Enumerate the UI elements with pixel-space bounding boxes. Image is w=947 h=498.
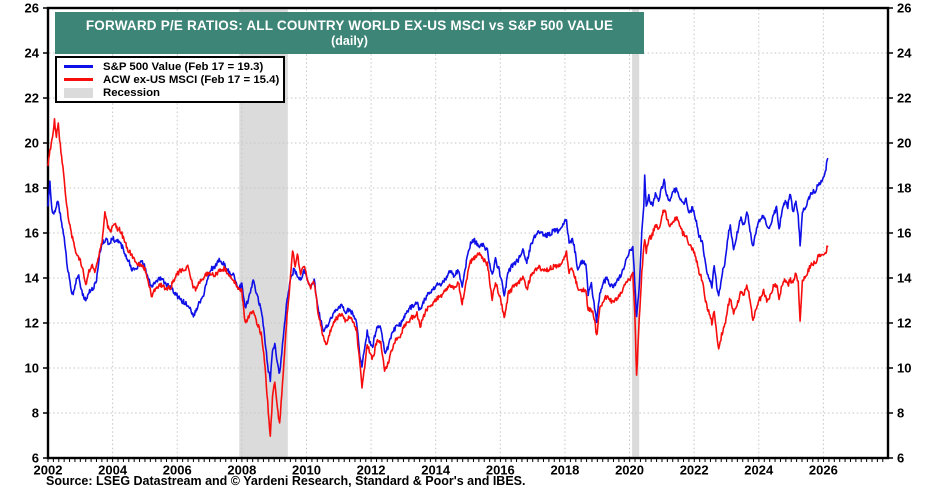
acw-line-swatch-icon [64,78,93,81]
y-axis-label-right: 6 [897,451,904,466]
plot-frame [46,6,890,460]
y-axis-label-left: 6 [32,451,39,466]
acw-ex-us-msci-line [47,118,829,437]
x-axis-label: 2022 [680,463,709,478]
chart-title-bar: FORWARD P/E RATIOS: ALL COUNTRY WORLD EX… [55,12,644,54]
chart-title: FORWARD P/E RATIOS: ALL COUNTRY WORLD EX… [85,18,614,33]
y-axis-label-left: 22 [25,91,39,106]
x-axis-label: 2010 [292,463,321,478]
x-axis-label: 2006 [163,463,192,478]
x-axis-label: 2018 [550,463,579,478]
chart-subtitle: (daily) [331,34,368,48]
x-axis-label: 2008 [227,463,256,478]
y-axis-label-right: 10 [897,361,911,376]
y-axis-label-left: 20 [25,136,39,151]
recession-swatch-icon [64,87,93,98]
x-axis-label: 2016 [486,463,515,478]
legend-label-recession: Recession [103,86,160,99]
x-axis-label: 2026 [809,463,838,478]
y-axis-label-right: 24 [897,46,912,61]
legend-item-recession: Recession [64,86,283,99]
y-axis-label-left: 14 [25,271,40,286]
y-axis-label-right: 12 [897,316,911,331]
y-axis-label-left: 10 [25,361,39,376]
y-axis-label-right: 8 [897,406,904,421]
x-axis-label: 2004 [98,463,128,478]
legend-item-acw-ex-us: ACW ex-US MSCI (Feb 17 = 15.4) [64,73,283,86]
s-p-500-value-line [47,157,829,383]
y-axis-label-left: 24 [25,46,40,61]
y-axis-label-right: 18 [897,181,911,196]
y-axis-label-left: 16 [25,226,39,241]
y-axis-label-right: 22 [897,91,911,106]
legend-label-sp500: S&P 500 Value (Feb 17 = 19.3) [103,60,264,73]
sp500-line-swatch-icon [64,65,93,68]
y-axis-label-left: 8 [32,406,39,421]
x-axis-label: 2014 [421,463,451,478]
y-axis-label-right: 20 [897,136,911,151]
x-axis-label: 2024 [744,463,774,478]
y-axis-label-right: 16 [897,226,911,241]
x-axis-label: 2012 [357,463,386,478]
y-axis-label-right: 14 [897,271,912,286]
x-axis-label: 2002 [34,463,63,478]
x-axis-label: 2020 [615,463,644,478]
legend-label-acw: ACW ex-US MSCI (Feb 17 = 15.4) [103,73,280,86]
y-axis-label-left: 26 [25,1,39,16]
y-axis-label-right: 26 [897,1,911,16]
y-axis-label-left: 18 [25,181,39,196]
y-axis-label-left: 12 [25,316,39,331]
legend: S&P 500 Value (Feb 17 = 19.3) ACW ex-US … [55,56,285,103]
source-attribution: Source: LSEG Datastream and © Yardeni Re… [46,474,526,488]
legend-item-sp500-value: S&P 500 Value (Feb 17 = 19.3) [64,60,283,73]
